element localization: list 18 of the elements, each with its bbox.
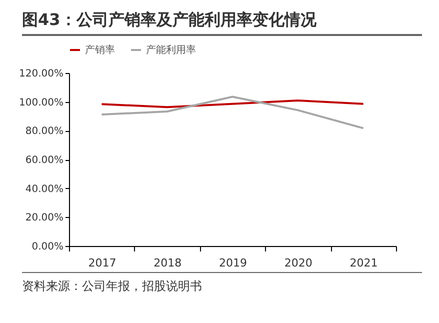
y-tick-label: 60.00% — [25, 155, 64, 166]
text: 资料来源：公司年报，招股说明书 — [22, 272, 422, 295]
y-tick-label: 40.00% — [25, 184, 64, 195]
chart-title: 图43：公司产销率及产能利用率变化情况 — [22, 10, 422, 36]
x-tick-label: 2020 — [284, 256, 312, 270]
legend-label: 产销率 — [85, 44, 115, 56]
y-tick-label: 120.00% — [19, 68, 64, 80]
x-tick-label: 2017 — [88, 256, 116, 270]
x-tick-label: 2019 — [219, 256, 247, 270]
y-tick-label: 100.00% — [19, 97, 64, 108]
line-series — [100, 96, 364, 130]
line-series — [100, 100, 364, 108]
y-tick-label: 20.00% — [25, 212, 64, 224]
x-tick-label: 2021 — [350, 256, 378, 270]
legend-label: 产能利用率 — [146, 44, 196, 56]
y-tick-label: 0.00% — [32, 242, 64, 252]
x-tick-label: 2018 — [154, 256, 182, 270]
y-tick-label: 80.00% — [25, 126, 64, 138]
